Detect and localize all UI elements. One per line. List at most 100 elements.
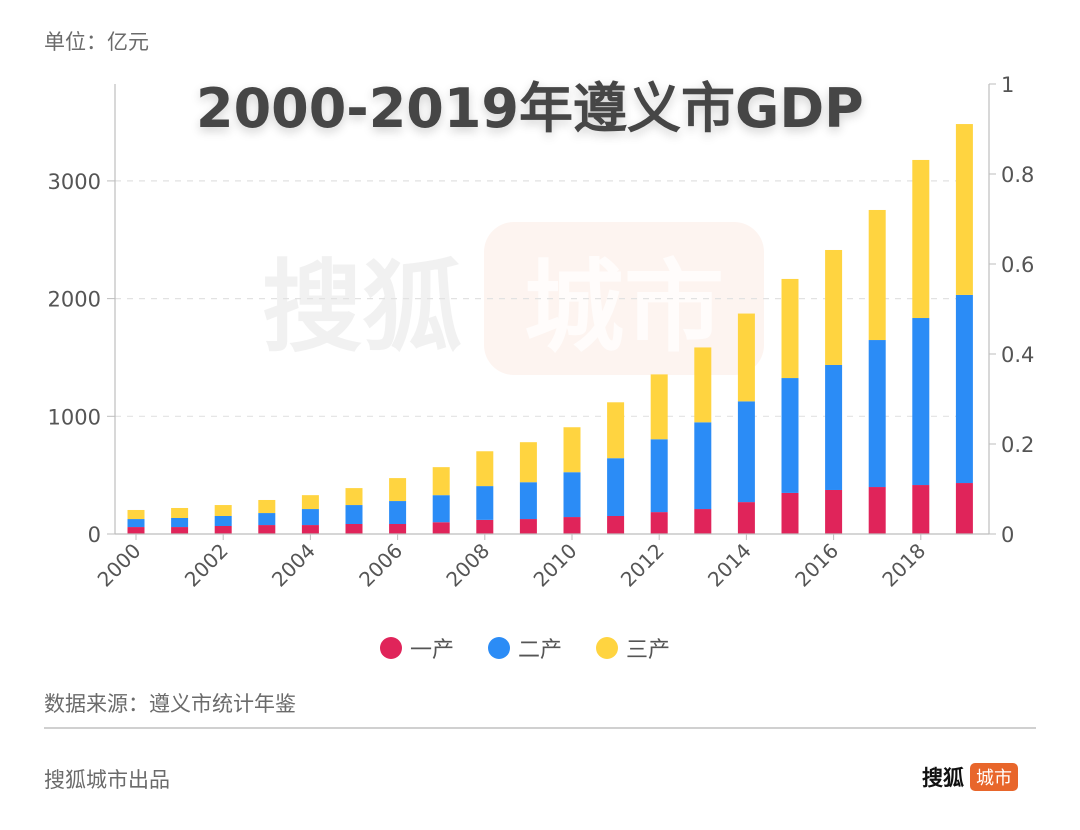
legend-dot-icon xyxy=(596,637,619,659)
x-tick-label: 2010 xyxy=(529,539,582,592)
bar-segment xyxy=(258,513,276,526)
bar-segment xyxy=(563,427,581,473)
legend-dot-icon xyxy=(488,637,511,659)
bar-segment xyxy=(476,486,494,520)
data-source: 数据来源：遵义市统计年鉴 xyxy=(44,692,296,716)
bar-segment xyxy=(868,340,886,488)
y2-tick-label: 0.8 xyxy=(1001,163,1034,187)
x-tick-label: 2016 xyxy=(790,539,843,592)
bar-segment xyxy=(737,502,755,534)
bar-segment xyxy=(650,439,668,513)
bar-segment xyxy=(519,519,537,534)
bar-segment xyxy=(127,509,145,520)
bar-segment xyxy=(345,523,363,534)
y-tick-label: 2000 xyxy=(48,288,101,312)
x-tick-label: 2008 xyxy=(441,539,494,592)
bar-segment xyxy=(781,378,799,493)
x-tick-label: 2012 xyxy=(616,539,669,592)
bar-segment xyxy=(519,442,537,483)
brand-name: 搜狐 xyxy=(922,765,964,790)
bar-segment xyxy=(825,249,843,365)
divider xyxy=(44,727,1036,729)
chart-title: 2000-2019年遵义市GDP xyxy=(196,77,864,140)
bar-segment xyxy=(737,313,755,402)
bar-segment xyxy=(214,505,232,516)
y-axis-ticks: 0 1000 2000 3000 xyxy=(48,170,115,547)
legend-item-tertiary[interactable]: 三产 xyxy=(596,632,670,664)
bar-segment xyxy=(868,487,886,534)
bar-segment xyxy=(345,488,363,506)
bar-segment xyxy=(214,525,232,534)
bar-segment xyxy=(781,278,799,379)
bar-segment xyxy=(432,522,450,534)
bar-segment xyxy=(825,364,843,490)
bar-segment xyxy=(127,519,145,528)
x-tick-label: 2014 xyxy=(703,539,756,592)
bar-segment xyxy=(694,422,712,510)
bar-segment xyxy=(345,505,363,524)
bar-segment xyxy=(955,483,973,534)
bar-segment xyxy=(432,495,450,523)
bar-segment xyxy=(781,492,799,534)
x-tick-label: 2018 xyxy=(877,539,930,592)
bar-segment xyxy=(912,485,930,534)
bar-segment xyxy=(563,517,581,534)
legend-label: 二产 xyxy=(518,638,563,663)
bars xyxy=(127,124,973,534)
brand-logo: 搜狐 城市 xyxy=(922,762,1018,792)
bar-segment xyxy=(955,124,973,295)
bar-segment xyxy=(650,374,668,440)
bar-segment xyxy=(258,525,276,534)
bar-segment xyxy=(301,495,319,510)
y2-tick-label: 0 xyxy=(1001,523,1014,547)
x-tick-label: 2004 xyxy=(267,539,320,592)
axes xyxy=(114,84,990,535)
bar-segment xyxy=(171,527,189,534)
bar-segment xyxy=(432,467,450,496)
y2-tick-label: 1 xyxy=(1001,73,1014,97)
y-tick-label: 0 xyxy=(88,523,101,547)
bar-segment xyxy=(519,482,537,520)
bar-segment xyxy=(912,159,930,319)
legend-label: 三产 xyxy=(626,638,671,663)
brand-badge: 城市 xyxy=(970,763,1018,791)
y-tick-label: 1000 xyxy=(48,405,101,429)
bar-segment xyxy=(650,512,668,534)
bar-segment xyxy=(127,527,145,534)
bar-segment xyxy=(694,347,712,423)
bar-segment xyxy=(258,499,276,514)
y-tick-label: 3000 xyxy=(48,170,101,194)
bar-segment xyxy=(563,472,581,518)
bar-segment xyxy=(389,478,407,502)
legend-item-primary[interactable]: 一产 xyxy=(380,632,454,664)
bar-segment xyxy=(607,402,625,459)
x-axis-ticks: 2000 2002 2004 2006 2008 2010 2012 2014 2016 2018 xyxy=(93,534,930,592)
legend-item-secondary[interactable]: 二产 xyxy=(488,632,562,664)
bar-segment xyxy=(301,509,319,526)
x-tick-label: 2002 xyxy=(180,539,233,592)
unit-label: 单位：亿元 xyxy=(44,30,149,54)
bar-segment xyxy=(694,509,712,534)
bar-segment xyxy=(607,458,625,516)
bar-segment xyxy=(912,318,930,486)
legend-dot-icon xyxy=(380,637,402,659)
bar-segment xyxy=(214,515,232,526)
bar-segment xyxy=(301,525,319,534)
y2-tick-label: 0.6 xyxy=(1001,253,1034,277)
bar-segment xyxy=(171,517,189,528)
legend-label: 一产 xyxy=(410,638,455,663)
bar-segment xyxy=(825,489,843,534)
y2-tick-label: 0.4 xyxy=(1001,343,1034,367)
bar-segment xyxy=(737,401,755,503)
bar-segment xyxy=(607,515,625,534)
y2-tick-label: 0.2 xyxy=(1001,433,1034,457)
bar-segment xyxy=(171,507,189,518)
bar-segment xyxy=(476,519,494,534)
bar-segment xyxy=(868,209,886,341)
x-tick-label: 2006 xyxy=(354,539,407,592)
y2-axis-ticks: 0 0.2 0.4 0.6 0.8 1 xyxy=(989,73,1034,547)
bar-segment xyxy=(389,501,407,524)
producer-credit: 搜狐城市出品 xyxy=(44,768,170,792)
bar-segment xyxy=(476,451,494,487)
